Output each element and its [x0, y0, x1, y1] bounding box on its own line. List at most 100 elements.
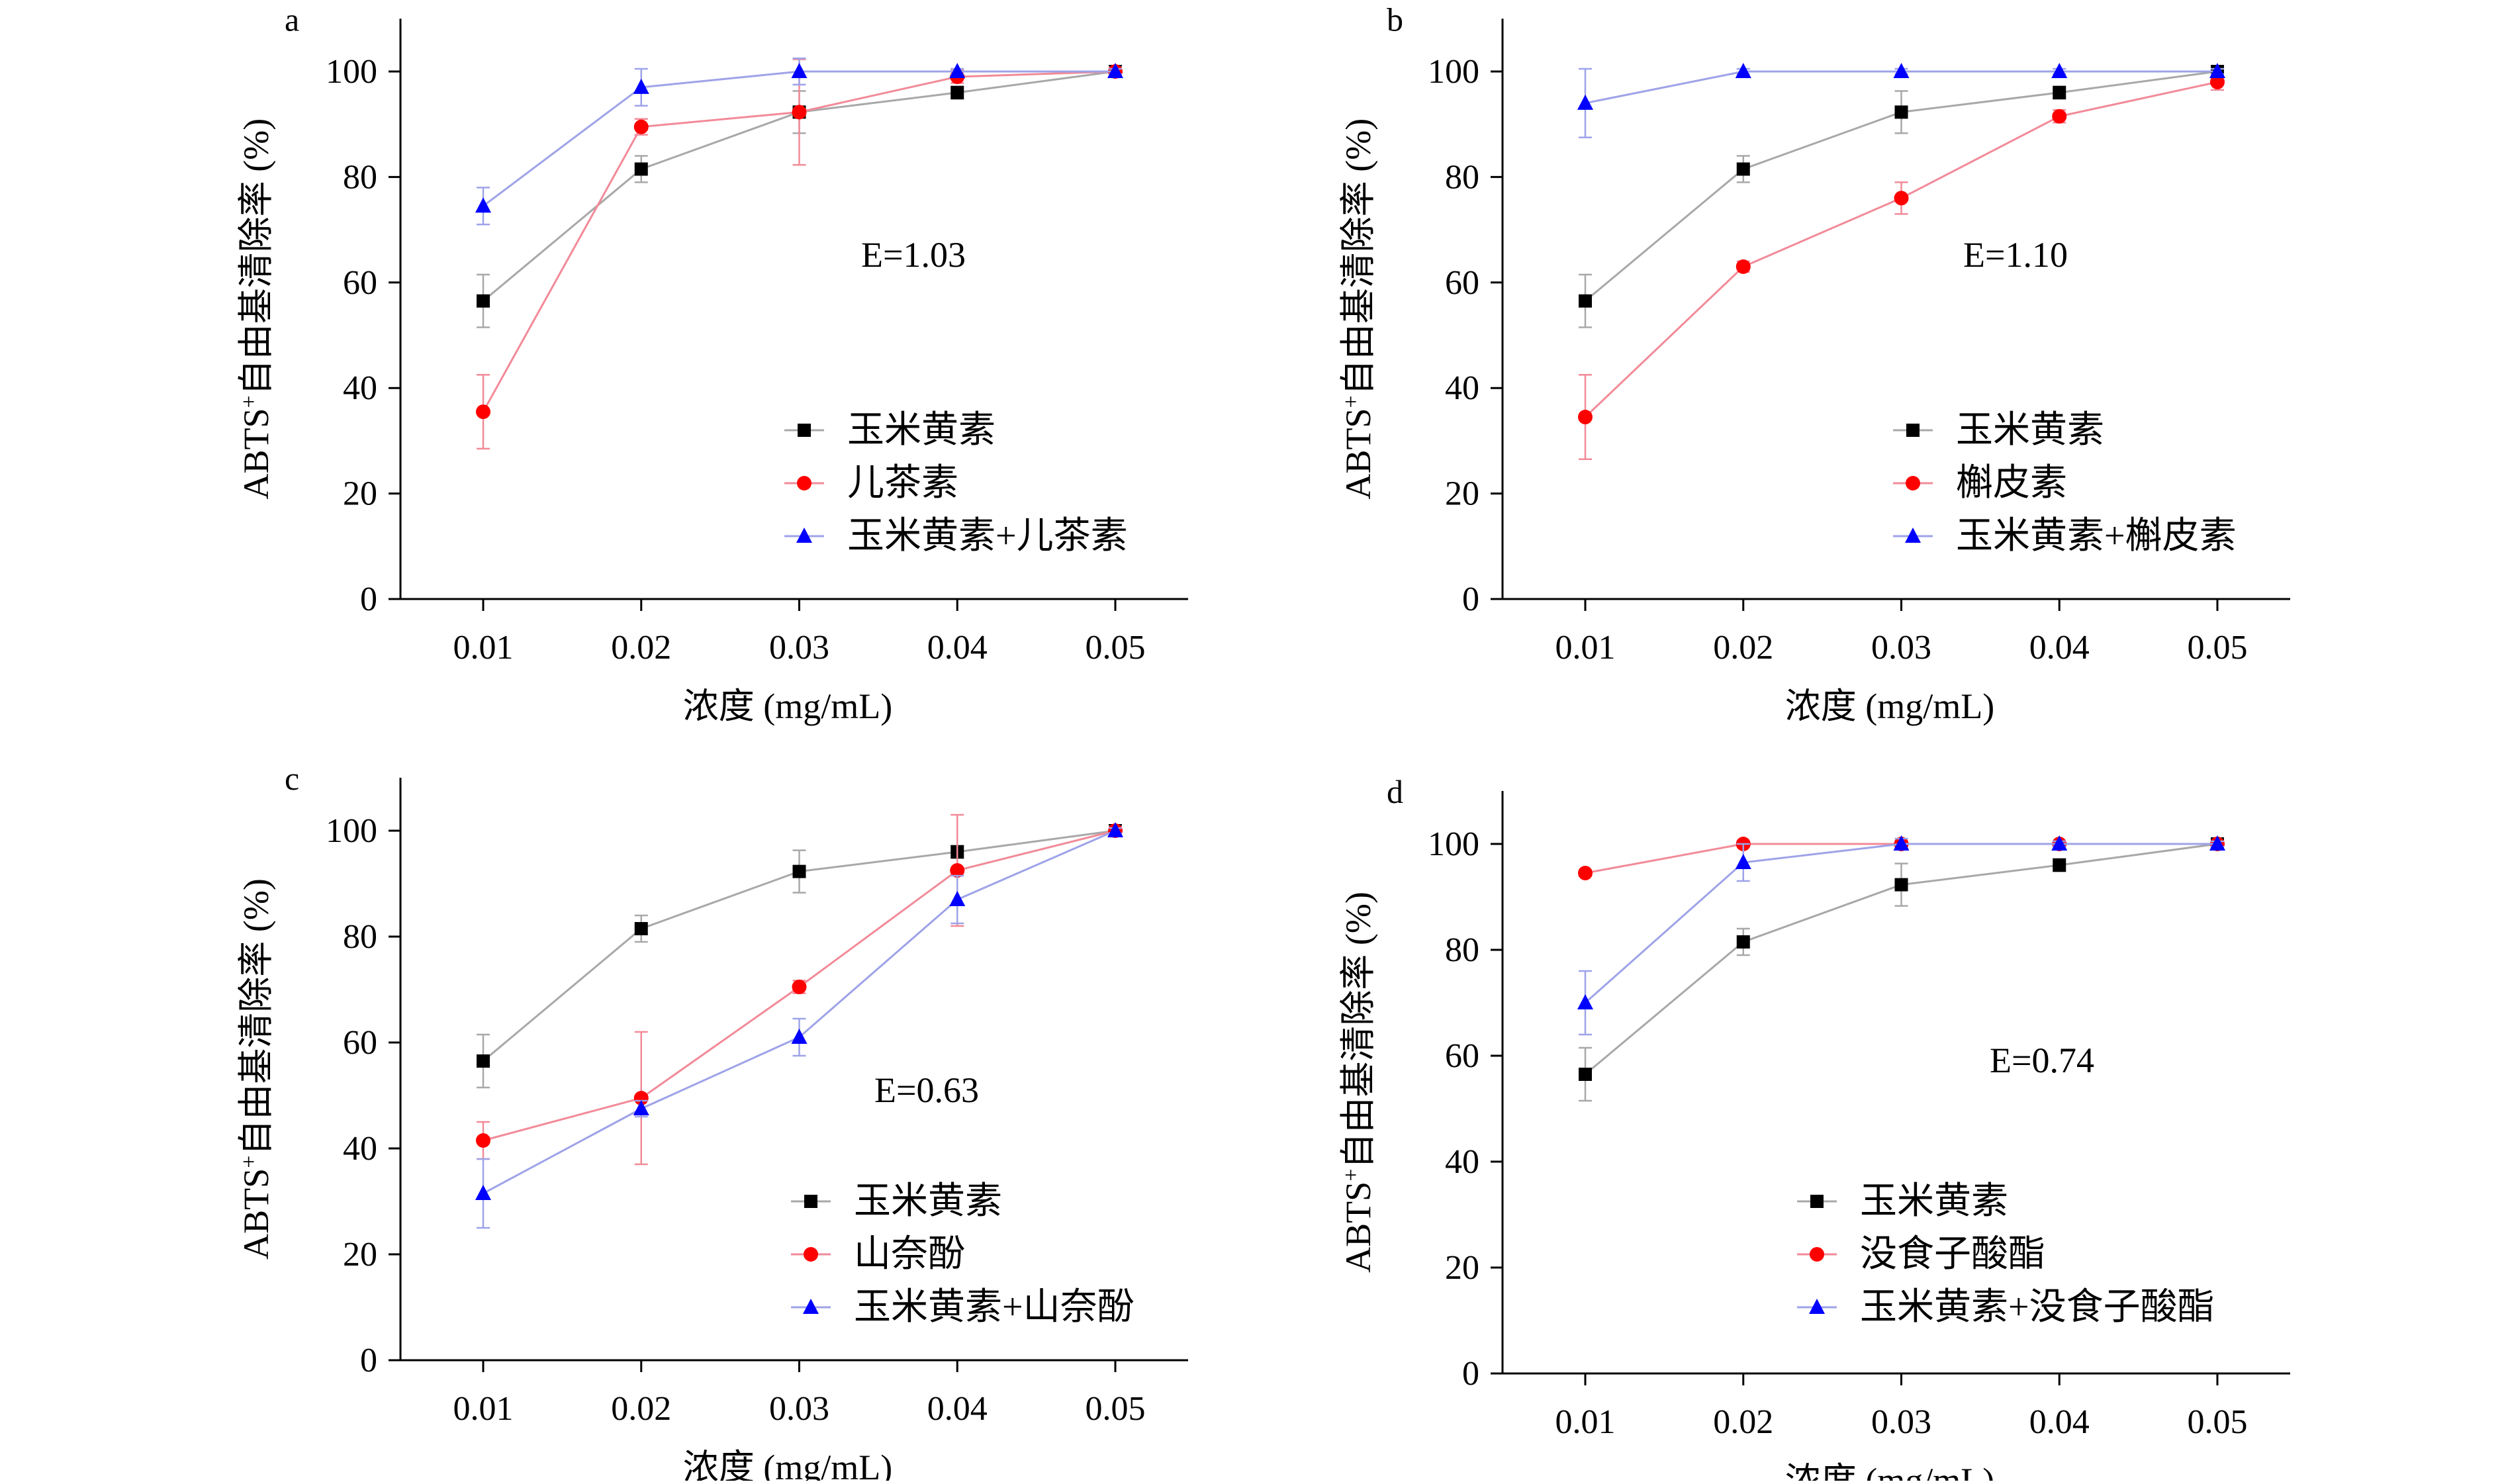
- e-value-annotation: E=0.74: [1990, 1041, 2094, 1080]
- data-point: [475, 197, 491, 213]
- data-point: [949, 63, 966, 78]
- x-axis-title: 浓度 (mg/mL): [683, 686, 892, 726]
- data-point: [791, 63, 808, 78]
- x-tick-label: 0.01: [1555, 1403, 1616, 1441]
- legend-marker: [803, 1299, 819, 1314]
- data-point: [634, 162, 648, 176]
- data-point: [1736, 162, 1750, 176]
- data-point: [1736, 935, 1750, 949]
- data-point: [1577, 994, 1593, 1009]
- y-axis-title: ABTS+自由基清除率 (%): [1338, 892, 1378, 1273]
- data-point: [2053, 85, 2066, 99]
- data-point: [2209, 63, 2225, 78]
- data-point: [949, 891, 966, 906]
- data-point: [1893, 63, 1910, 78]
- legend-label: 玉米黄素+槲皮素: [1956, 516, 2237, 557]
- data-point: [950, 85, 964, 99]
- y-tick-label: 80: [1445, 931, 1479, 969]
- x-tick-label: 0.04: [2029, 629, 2090, 667]
- legend-marker: [1906, 476, 1920, 490]
- data-point: [950, 863, 965, 878]
- legend-marker: [1810, 1195, 1824, 1208]
- y-tick-label: 80: [343, 918, 377, 956]
- y-axis-title: ABTS+自由基清除率 (%): [1338, 118, 1378, 500]
- panel-c: c 0 20 40 60 80 100 0.01 0.02 0.03 0.04 0.05 浓度 (mg/…: [236, 760, 1188, 1484]
- data-point: [1735, 63, 1751, 78]
- series-compound: [476, 813, 1123, 1166]
- series-compound: [476, 58, 1123, 450]
- data-point: [2052, 109, 2067, 124]
- y-tick-label: 20: [1445, 1249, 1479, 1287]
- series-combination: [1577, 835, 2225, 1036]
- panel-d: d 0 20 40 60 80 100 0.01 0.02 0.03 0.04 0.05 浓度 (mg/…: [1338, 773, 2290, 1484]
- y-tick-label: 40: [1445, 369, 1479, 407]
- data-point: [792, 864, 806, 878]
- series-combination: [475, 57, 1123, 226]
- x-tick-label: 0.02: [611, 629, 671, 667]
- series-combination: [475, 822, 1123, 1229]
- x-tick-label: 0.01: [1555, 629, 1616, 667]
- y-tick-label: 100: [1428, 825, 1479, 863]
- legend-label: 槲皮素: [1956, 463, 2067, 504]
- legend-marker: [804, 1247, 818, 1262]
- e-value-annotation: E=1.03: [861, 235, 966, 275]
- x-axis-title: 浓度 (mg/mL): [1785, 686, 1994, 726]
- data-point: [475, 1185, 491, 1200]
- panel-a: a 0 20 40 60 80 100 0.01 0.02 0.03 0.04 0.05 浓度 (mg/…: [236, 1, 1188, 726]
- y-tick-label: 60: [1445, 264, 1479, 302]
- legend-label: 玉米黄素+没食子酸酯: [1860, 1287, 2215, 1328]
- x-tick-label: 0.01: [453, 1390, 514, 1428]
- legend-marker: [1809, 1299, 1825, 1314]
- y-tick-label: 100: [326, 812, 377, 850]
- x-tick-label: 0.02: [611, 1390, 671, 1428]
- x-tick-label: 0.05: [2188, 629, 2248, 667]
- y-tick-label: 20: [343, 475, 377, 513]
- data-point: [633, 119, 649, 134]
- data-point: [1107, 63, 1123, 78]
- panel-letter: a: [285, 1, 299, 38]
- data-point: [792, 980, 807, 994]
- legend-label: 玉米黄素+儿茶素: [847, 516, 1128, 557]
- y-axis-title: ABTS+自由基清除率 (%): [236, 118, 276, 500]
- data-point: [1578, 866, 1593, 880]
- legend-label: 玉米黄素+山奈酚: [854, 1287, 1135, 1328]
- legend-marker: [797, 476, 811, 490]
- x-tick-label: 0.05: [1086, 1390, 1146, 1428]
- y-tick-label: 40: [1445, 1143, 1479, 1181]
- y-tick-label: 100: [326, 53, 377, 91]
- y-tick-label: 60: [343, 264, 377, 302]
- data-point: [634, 922, 648, 935]
- y-tick-label: 60: [1445, 1037, 1479, 1075]
- panel-letter: c: [285, 760, 299, 797]
- data-point: [1893, 835, 1910, 851]
- data-point: [2053, 858, 2066, 872]
- series-zeaxanthin: [1579, 837, 2224, 1102]
- legend-marker: [1905, 528, 1921, 543]
- x-tick-label: 0.03: [1871, 1403, 1931, 1441]
- y-tick-label: 100: [1428, 53, 1479, 91]
- data-point: [2210, 74, 2225, 89]
- data-point: [633, 1091, 649, 1105]
- y-tick-label: 0: [1462, 580, 1479, 618]
- x-axis-title: 浓度 (mg/mL): [1785, 1461, 1994, 1481]
- y-tick-label: 0: [360, 1342, 377, 1379]
- y-tick-label: 0: [360, 580, 377, 618]
- panel-letter: d: [1387, 773, 1403, 810]
- y-tick-label: 80: [343, 158, 377, 196]
- legend-marker: [1810, 1247, 1824, 1262]
- data-point: [1579, 1068, 1592, 1081]
- data-point: [791, 1029, 808, 1044]
- x-tick-label: 0.03: [1871, 629, 1931, 667]
- data-point: [1894, 191, 1909, 206]
- data-point: [1894, 878, 1908, 892]
- panel-letter: b: [1387, 1, 1403, 38]
- data-point: [476, 1133, 490, 1148]
- data-point: [1735, 854, 1751, 869]
- x-tick-label: 0.02: [1713, 629, 1773, 667]
- legend-label: 没食子酸酯: [1860, 1234, 2045, 1275]
